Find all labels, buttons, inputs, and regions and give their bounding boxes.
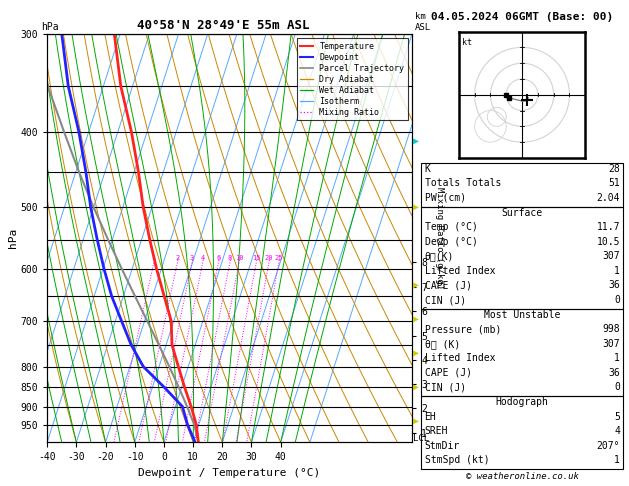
Text: 5: 5: [615, 412, 620, 422]
Text: CAPE (J): CAPE (J): [425, 368, 472, 378]
Text: CAPE (J): CAPE (J): [425, 280, 472, 291]
Text: 307: 307: [603, 251, 620, 261]
Text: EH: EH: [425, 412, 437, 422]
Text: 8: 8: [228, 255, 232, 261]
Text: 3: 3: [190, 255, 194, 261]
Text: 11.7: 11.7: [597, 222, 620, 232]
Text: © weatheronline.co.uk: © weatheronline.co.uk: [465, 472, 579, 481]
Text: 207°: 207°: [597, 441, 620, 451]
Text: 10: 10: [235, 255, 243, 261]
Text: StmDir: StmDir: [425, 441, 460, 451]
Text: 28: 28: [608, 164, 620, 174]
Text: Pressure (mb): Pressure (mb): [425, 324, 501, 334]
Text: 51: 51: [608, 178, 620, 189]
Text: Lifted Index: Lifted Index: [425, 266, 495, 276]
Text: 998: 998: [603, 324, 620, 334]
Legend: Temperature, Dewpoint, Parcel Trajectory, Dry Adiabat, Wet Adiabat, Isotherm, Mi: Temperature, Dewpoint, Parcel Trajectory…: [297, 38, 408, 121]
Y-axis label: hPa: hPa: [8, 228, 18, 248]
Y-axis label: Mixing Ratio (g/kg): Mixing Ratio (g/kg): [435, 187, 443, 289]
Text: 25: 25: [274, 255, 283, 261]
Text: 2.04: 2.04: [597, 193, 620, 203]
Text: CIN (J): CIN (J): [425, 295, 465, 305]
Text: 2: 2: [175, 255, 179, 261]
Text: ▶: ▶: [413, 347, 420, 357]
Text: 15: 15: [252, 255, 260, 261]
Text: 0: 0: [615, 382, 620, 393]
Text: LCL: LCL: [413, 434, 430, 443]
Text: 0: 0: [615, 295, 620, 305]
Text: 1: 1: [615, 455, 620, 466]
Text: Hodograph: Hodograph: [496, 397, 548, 407]
Text: 40°58'N 28°49'E 55m ASL: 40°58'N 28°49'E 55m ASL: [137, 18, 309, 32]
Text: CIN (J): CIN (J): [425, 382, 465, 393]
Text: ▶: ▶: [413, 202, 420, 211]
Text: Temp (°C): Temp (°C): [425, 222, 477, 232]
Text: Surface: Surface: [501, 208, 543, 218]
Text: ▶: ▶: [413, 382, 420, 391]
Text: Totals Totals: Totals Totals: [425, 178, 501, 189]
Text: StmSpd (kt): StmSpd (kt): [425, 455, 489, 466]
Text: 4: 4: [615, 426, 620, 436]
Text: Most Unstable: Most Unstable: [484, 310, 560, 320]
Text: 1: 1: [615, 266, 620, 276]
Text: ▶: ▶: [413, 279, 420, 289]
X-axis label: Dewpoint / Temperature (°C): Dewpoint / Temperature (°C): [138, 468, 321, 478]
Text: 6: 6: [216, 255, 220, 261]
Text: 36: 36: [608, 280, 620, 291]
Text: PW (cm): PW (cm): [425, 193, 465, 203]
Text: SREH: SREH: [425, 426, 448, 436]
Text: 307: 307: [603, 339, 620, 349]
Text: ▶: ▶: [413, 313, 420, 323]
Text: kt: kt: [462, 38, 472, 47]
Text: 4: 4: [201, 255, 204, 261]
Text: ▶: ▶: [413, 416, 420, 425]
Text: 1: 1: [615, 353, 620, 364]
Text: θᴇ (K): θᴇ (K): [425, 339, 460, 349]
Text: 36: 36: [608, 368, 620, 378]
Text: K: K: [425, 164, 430, 174]
Text: 10.5: 10.5: [597, 237, 620, 247]
Text: Dewp (°C): Dewp (°C): [425, 237, 477, 247]
Text: ▶: ▶: [413, 136, 420, 146]
Text: hPa: hPa: [41, 21, 58, 32]
Text: 1: 1: [152, 255, 156, 261]
Text: 04.05.2024 06GMT (Base: 00): 04.05.2024 06GMT (Base: 00): [431, 12, 613, 22]
Text: θᴇ(K): θᴇ(K): [425, 251, 454, 261]
Text: 20: 20: [264, 255, 273, 261]
Text: km
ASL: km ASL: [415, 12, 431, 32]
Text: Lifted Index: Lifted Index: [425, 353, 495, 364]
